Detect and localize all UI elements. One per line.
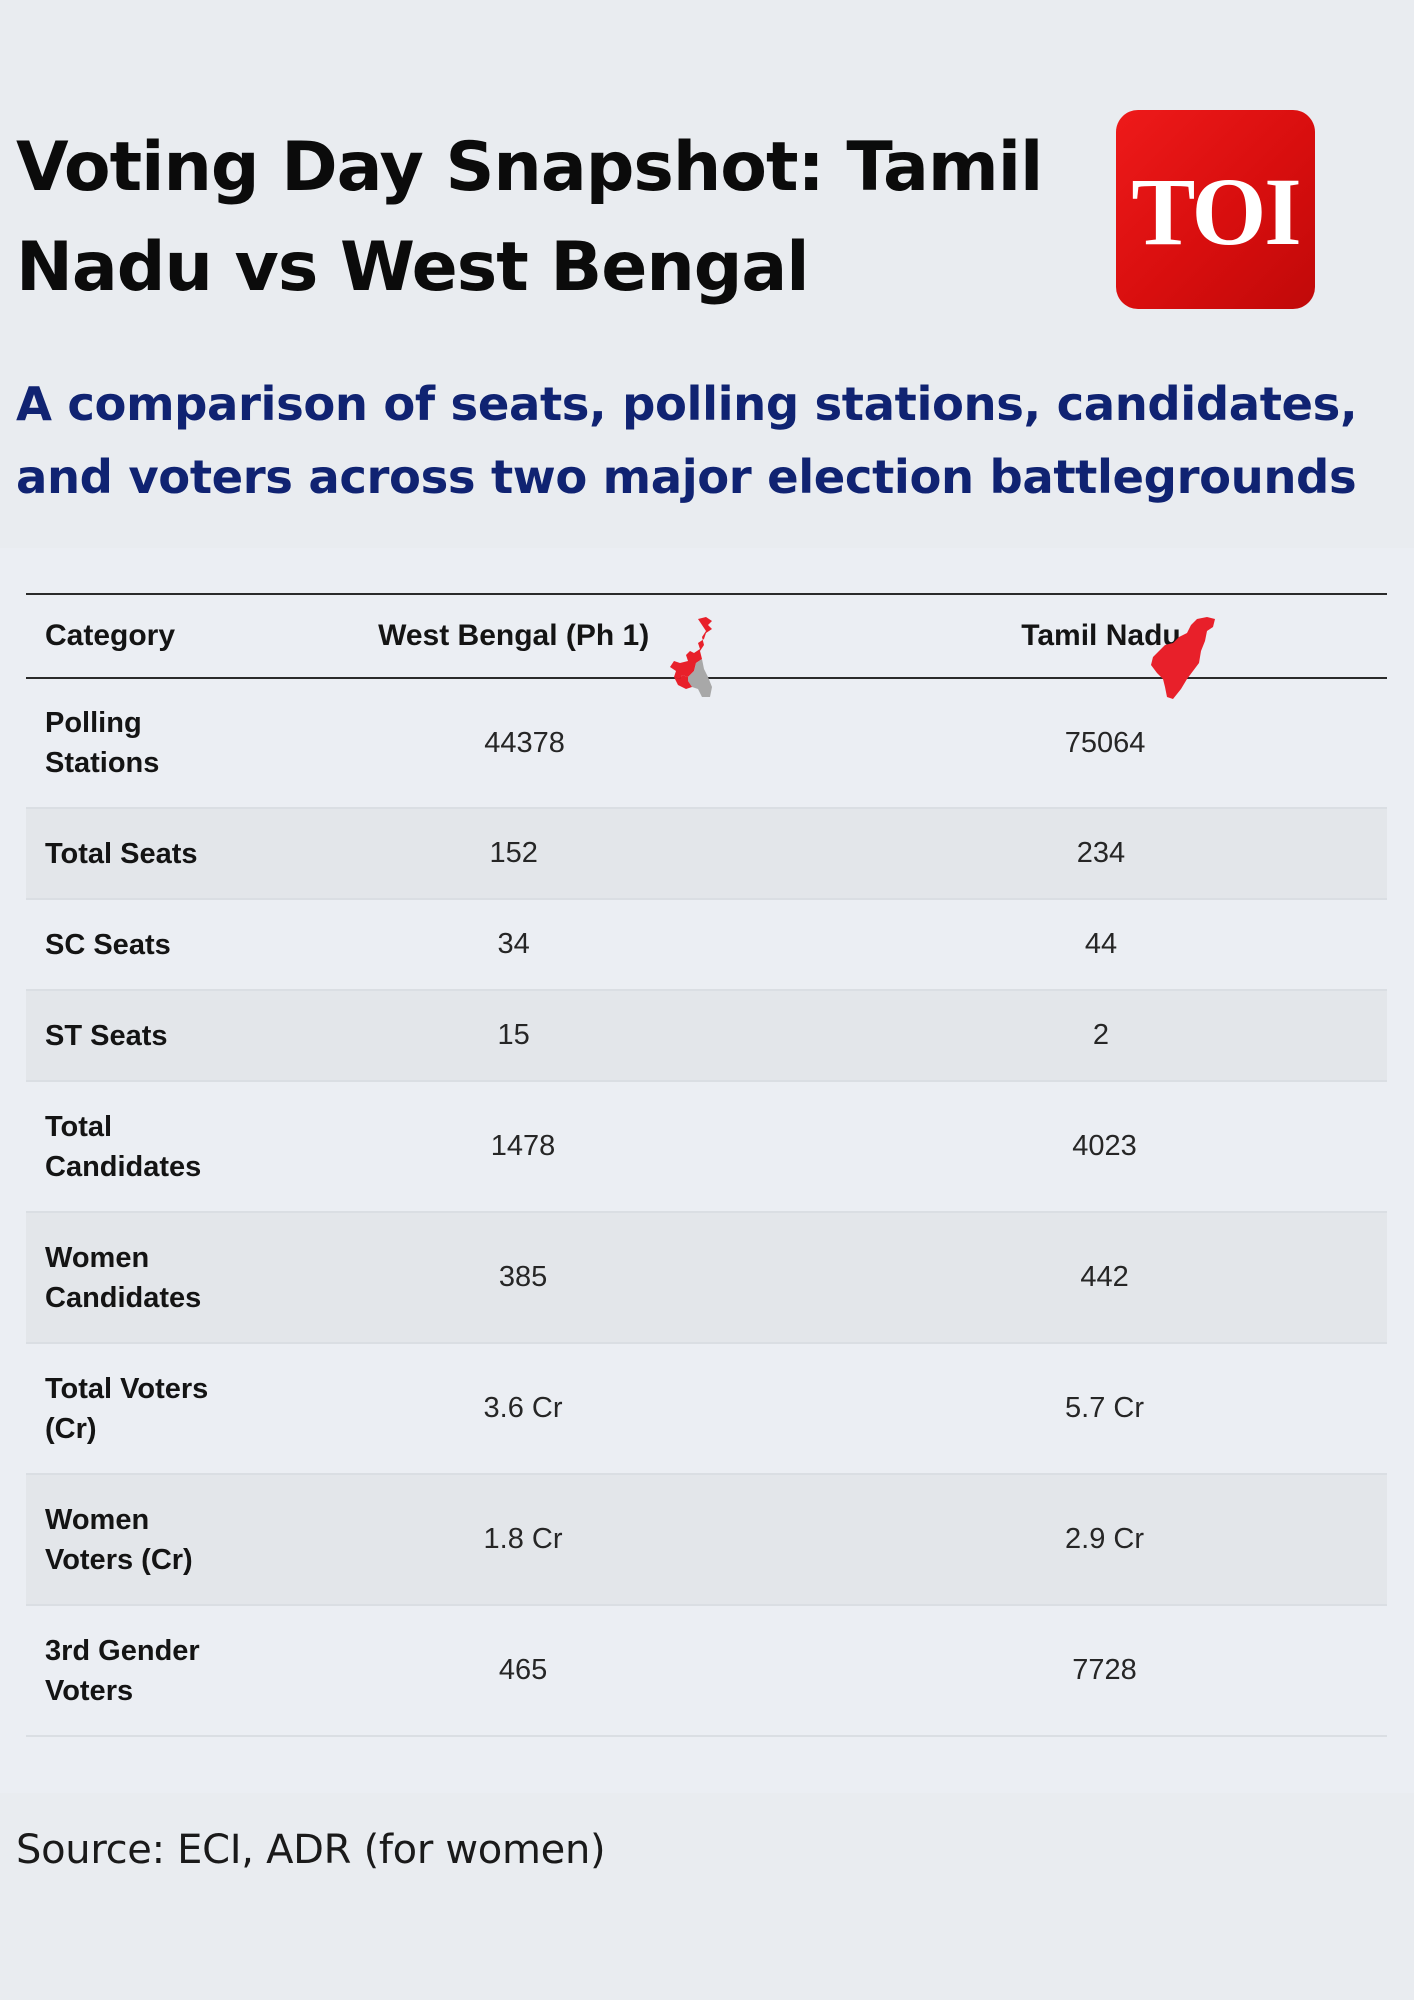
- row-tamil-nadu-value: 2.9 Cr: [1065, 1523, 1145, 1555]
- row-west-bengal-value: 1.8 Cr: [483, 1523, 563, 1555]
- row-category: Polling Stations: [45, 707, 160, 779]
- row-west-bengal-value: 152: [489, 837, 538, 869]
- page-title: Voting Day Snapshot: Tamil Nadu vs West …: [16, 128, 1043, 307]
- table-row: Women Voters (Cr) 1.8 Cr 2.9 Cr: [26, 1475, 1387, 1606]
- row-tamil-nadu-value: 5.7 Cr: [1065, 1392, 1145, 1424]
- comparison-table: Category West Bengal (Ph 1) Tamil Nadu P…: [26, 593, 1387, 1737]
- row-category: Total Seats: [45, 837, 198, 870]
- row-west-bengal-value: 1478: [490, 1130, 556, 1162]
- table-row: Women Candidates 385 442: [26, 1213, 1387, 1344]
- row-category: 3rd Gender Voters: [45, 1634, 200, 1707]
- table-row: Total Voters (Cr) 3.6 Cr 5.7 Cr: [26, 1344, 1387, 1475]
- row-tamil-nadu-value: 442: [1080, 1261, 1129, 1293]
- row-category: SC Seats: [45, 928, 171, 961]
- logo-text: TOI: [1131, 158, 1301, 265]
- west-bengal-map-icon: [670, 617, 713, 697]
- row-west-bengal-value: 34: [497, 928, 530, 960]
- header-category: Category: [45, 619, 176, 652]
- row-category: Total Voters (Cr): [45, 1372, 209, 1445]
- row-west-bengal-value: 465: [498, 1654, 548, 1686]
- header-west-bengal-label: West Bengal (Ph 1): [378, 619, 650, 652]
- row-category: Women Candidates: [45, 1241, 202, 1314]
- row-west-bengal-value: 3.6 Cr: [483, 1392, 563, 1424]
- row-category: Women Voters (Cr): [45, 1503, 193, 1576]
- table-row: SC Seats 34 44: [26, 900, 1387, 991]
- table-header-row: Category West Bengal (Ph 1) Tamil Nadu: [26, 595, 1387, 699]
- table-top-rule: [26, 593, 1387, 595]
- table-body: Polling Stations 44378 75064 Total Seats 152…: [26, 679, 1387, 1737]
- table-row: Polling Stations 44378 75064: [26, 679, 1387, 809]
- row-west-bengal-value: 15: [497, 1019, 530, 1051]
- row-west-bengal-value: 44378: [484, 726, 565, 759]
- header-tamil-nadu-label: Tamil Nadu: [1021, 619, 1181, 652]
- row-tamil-nadu-value: 7728: [1072, 1654, 1137, 1686]
- row-category: ST Seats: [45, 1019, 168, 1052]
- row-category: Total Candidates: [45, 1110, 202, 1183]
- table-panel: Category West Bengal (Ph 1) Tamil Nadu P…: [0, 548, 1414, 1793]
- tamil-nadu-map-icon: [1150, 617, 1215, 699]
- source-note: Source: ECI, ADR (for women): [16, 1827, 606, 1873]
- toi-logo: TOI: [1116, 110, 1315, 309]
- row-tamil-nadu-value: 2: [1092, 1019, 1110, 1051]
- table-row: ST Seats 15 2: [26, 991, 1387, 1082]
- table-row: Total Seats 152 234: [26, 809, 1387, 900]
- row-tamil-nadu-value: 75064: [1064, 726, 1146, 759]
- row-tamil-nadu-value: 44: [1084, 928, 1118, 960]
- header-tamil-nadu: Tamil Nadu: [695, 617, 1387, 699]
- row-tamil-nadu-value: 4023: [1072, 1130, 1137, 1162]
- page-subtitle: A comparison of seats, polling stations,…: [16, 377, 1358, 504]
- table-row: Total Candidates 1478 4023: [26, 1082, 1387, 1213]
- header-west-bengal: West Bengal (Ph 1): [332, 617, 713, 697]
- row-tamil-nadu-value: 234: [1076, 837, 1126, 869]
- table-row: 3rd Gender Voters 465 7728: [26, 1606, 1387, 1737]
- row-west-bengal-value: 385: [498, 1261, 548, 1293]
